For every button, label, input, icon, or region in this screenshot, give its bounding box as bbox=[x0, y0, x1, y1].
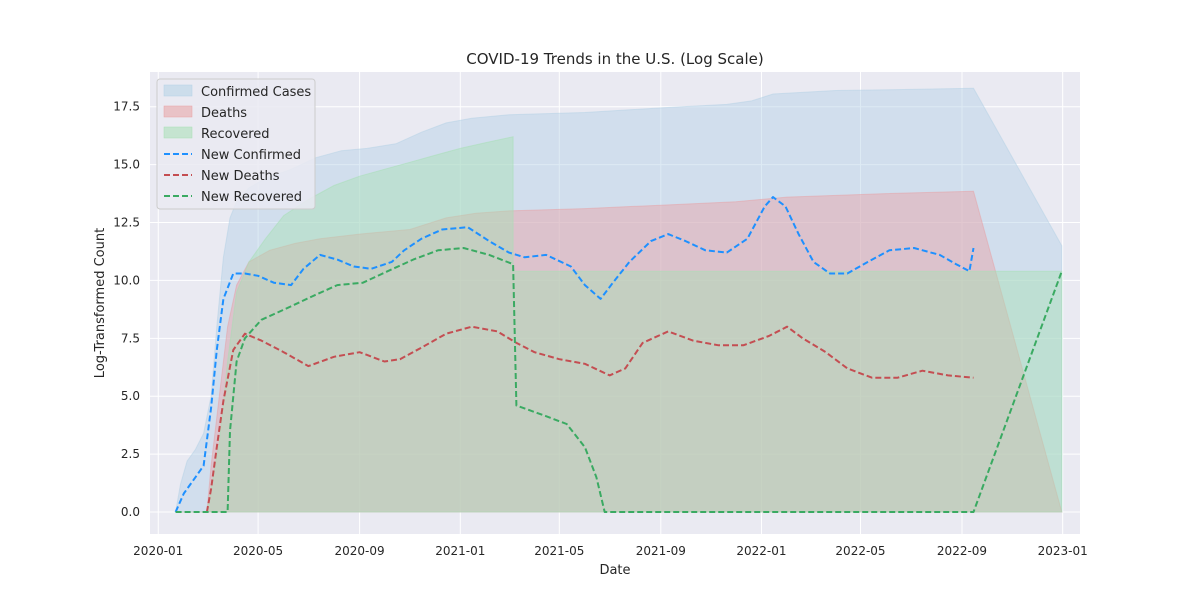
legend-swatch-confirmed-cases bbox=[163, 84, 193, 97]
area-series bbox=[175, 87, 1063, 513]
x-tick-label: 2022-09 bbox=[937, 544, 987, 558]
x-axis-label: Date bbox=[599, 563, 630, 578]
legend-label-deaths: Deaths bbox=[201, 106, 247, 121]
y-tick-label: 2.5 bbox=[121, 447, 140, 461]
y-tick-label: 17.5 bbox=[113, 100, 140, 114]
legend-swatch-recovered bbox=[163, 126, 193, 139]
x-tick-label: 2021-01 bbox=[435, 544, 485, 558]
x-tick-label: 2021-09 bbox=[636, 544, 686, 558]
x-tick-label: 2022-01 bbox=[736, 544, 786, 558]
y-axis-label: Log-Transformed Count bbox=[93, 228, 108, 378]
x-tick-label: 2020-05 bbox=[233, 544, 283, 558]
x-tick-label: 2023-01 bbox=[1038, 544, 1088, 558]
y-tick-label: 0.0 bbox=[121, 505, 140, 519]
legend-label-new-deaths: New Deaths bbox=[201, 169, 280, 184]
y-tick-label: 10.0 bbox=[113, 273, 140, 287]
new-recovered-line bbox=[175, 247, 1063, 513]
y-tick-label: 7.5 bbox=[121, 331, 140, 345]
y-tick-label: 15.0 bbox=[113, 158, 140, 172]
x-tick-label: 2020-09 bbox=[335, 544, 385, 558]
legend-label-new-confirmed: New Confirmed bbox=[201, 148, 301, 163]
recovered-area bbox=[175, 136, 1063, 513]
new-confirmed-line bbox=[174, 196, 975, 513]
y-tick-label: 12.5 bbox=[113, 216, 140, 230]
legend-label-new-recovered: New Recovered bbox=[201, 190, 302, 205]
x-tick-label: 2020-01 bbox=[133, 544, 183, 558]
chart-title: COVID-19 Trends in the U.S. (Log Scale) bbox=[466, 50, 763, 68]
legend-swatch-deaths bbox=[163, 105, 193, 118]
legend-box bbox=[156, 78, 316, 210]
x-tick-label: 2021-05 bbox=[534, 544, 584, 558]
y-tick-label: 5.0 bbox=[121, 389, 140, 403]
confirmed-cases-area bbox=[175, 87, 1063, 513]
x-tick-label: 2022-05 bbox=[835, 544, 885, 558]
legend: Confirmed Cases Deaths Recovered New Confir… bbox=[156, 78, 316, 210]
line-series bbox=[174, 196, 1063, 513]
legend-label-confirmed-cases: Confirmed Cases bbox=[201, 85, 311, 100]
new-deaths-line bbox=[205, 325, 974, 513]
legend-label-recovered: Recovered bbox=[201, 127, 270, 142]
axis-ticks: 2020-01 2020-05 2020-09 2021-01 2021-05 2021-… bbox=[113, 100, 1087, 558]
